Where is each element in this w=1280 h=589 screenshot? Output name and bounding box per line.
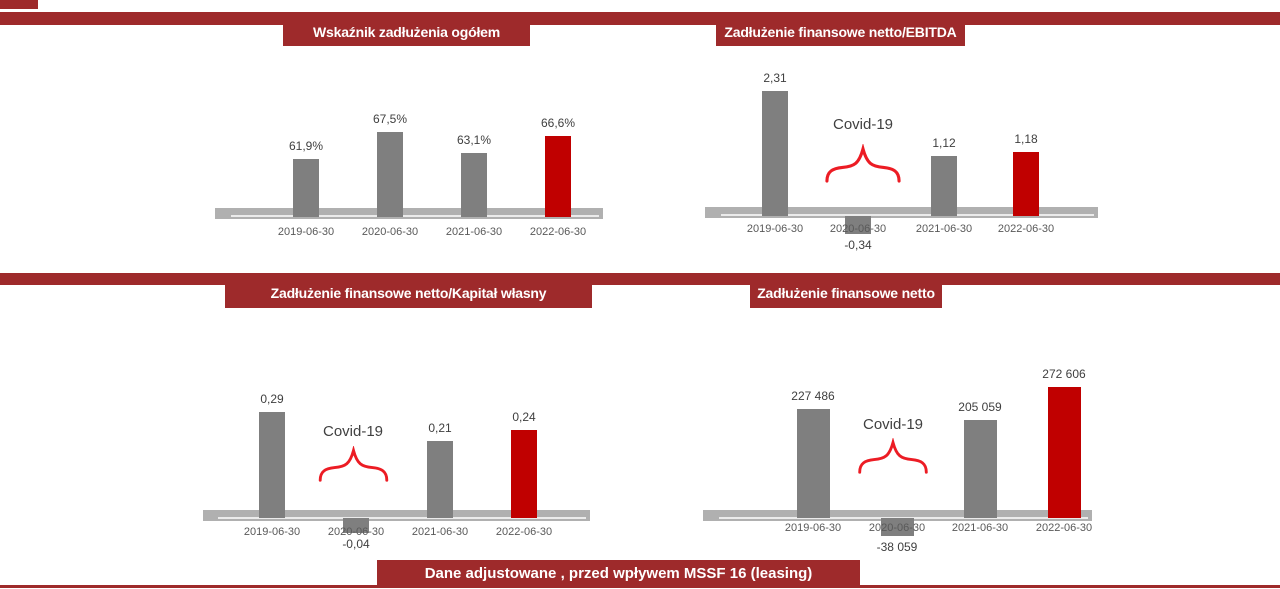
bar-2021-06-30 xyxy=(963,419,997,518)
x-axis-label: 2019-06-30 xyxy=(746,223,804,235)
x-axis-label: 2021-06-30 xyxy=(445,226,503,238)
x-axis-baseline xyxy=(705,207,1098,218)
bar-2021-06-30 xyxy=(427,441,453,518)
bar-2020-06-30 xyxy=(343,518,369,533)
x-axis-label: 2022-06-30 xyxy=(529,226,587,238)
chart-title-text: Wskaźnik zadłużenia ogółem xyxy=(313,23,500,40)
bar-2019-06-30 xyxy=(796,409,830,518)
bar-2021-06-30 xyxy=(461,153,487,217)
bar-2020-06-30 xyxy=(377,131,403,217)
chart-title-text: Zadłużenie finansowe netto/Kapitał własn… xyxy=(270,284,547,301)
bottom-red-line xyxy=(0,585,1280,588)
value-label: 61,9% xyxy=(288,139,324,154)
value-label: 1,12 xyxy=(932,135,956,150)
chart-zadluzenie-finansowe-netto: 227 486 2019-06-30 -38 059 2020-06-30 205 05… xyxy=(703,350,1100,565)
chart-title-zadluzenie-netto-kapital-wlasny: Zadłużenie finansowe netto/Kapitał własn… xyxy=(225,277,592,308)
chart-title-wskaznik-zadluzenia-ogolem: Wskaźnik zadłużenia ogółem xyxy=(283,17,530,46)
chart-zadluzenie-netto-kapital-wlasny: 0,29 2019-06-30 -0,04 2020-06-30 0,21 2021-06… xyxy=(203,350,593,565)
value-label: 2,31 xyxy=(763,71,787,86)
baseline-highlight-line xyxy=(720,214,1095,216)
covid-19-label: Covid-19 xyxy=(862,416,924,433)
x-axis-baseline xyxy=(203,510,590,521)
top-left-red-chip xyxy=(0,0,38,9)
chart-zadluzenie-netto-ebitda: 2,31 2019-06-30 -0,34 2020-06-30 1,12 2021-06… xyxy=(705,50,1100,260)
x-axis-label: 2020-06-30 xyxy=(829,223,887,235)
bar-2022-06-30 xyxy=(511,430,537,518)
chart-title-text: Zadłużenie finansowe netto/EBITDA xyxy=(724,23,957,40)
middle-red-band xyxy=(0,273,1280,285)
chart-title-zadluzenie-finansowe-netto: Zadłużenie finansowe netto xyxy=(750,277,942,308)
value-label: -0,04 xyxy=(342,536,370,551)
bar-2020-06-30 xyxy=(880,518,914,537)
baseline-highlight-line xyxy=(218,517,587,519)
chart-title-zadluzenie-netto-ebitda: Zadłużenie finansowe netto/EBITDA xyxy=(716,17,965,46)
x-axis-label: 2022-06-30 xyxy=(1035,522,1093,534)
x-axis-baseline xyxy=(215,208,603,219)
bar-2021-06-30 xyxy=(931,155,957,216)
x-axis-label: 2019-06-30 xyxy=(277,226,335,238)
footer-banner-text: Dane adjustowane , przed wpływem MSSF 16… xyxy=(424,564,813,582)
bar-2022-06-30 xyxy=(545,136,571,217)
x-axis-label: 2019-06-30 xyxy=(243,526,301,538)
covid-brace-icon xyxy=(823,142,903,188)
value-label: 0,21 xyxy=(428,421,452,436)
x-axis-label: 2020-06-30 xyxy=(361,226,419,238)
value-label: 63,1% xyxy=(456,133,492,148)
covid-brace-icon xyxy=(315,444,392,487)
value-label: 67,5% xyxy=(372,111,408,126)
value-label: 1,18 xyxy=(1014,132,1038,147)
bar-2019-06-30 xyxy=(293,159,319,217)
x-axis-label: 2022-06-30 xyxy=(495,526,553,538)
covid-19-label: Covid-19 xyxy=(322,423,384,440)
x-axis-label: 2021-06-30 xyxy=(411,526,469,538)
value-label: 0,24 xyxy=(512,410,536,425)
x-axis-label: 2021-06-30 xyxy=(915,223,973,235)
x-axis-label: 2020-06-30 xyxy=(327,526,385,538)
value-label: 66,6% xyxy=(540,116,576,131)
value-label: 205 059 xyxy=(958,399,1002,414)
footer-banner: Dane adjustowane , przed wpływem MSSF 16… xyxy=(377,560,860,586)
top-red-band xyxy=(0,12,1280,25)
bar-2019-06-30 xyxy=(259,411,285,518)
value-label: 272 606 xyxy=(1042,367,1086,382)
value-label: -0,34 xyxy=(844,238,872,253)
chart-wskaznik-zadluzenia-ogolem: 61,9% 2019-06-30 67,5% 2020-06-30 63,1% 2021-… xyxy=(215,50,605,255)
bar-2019-06-30 xyxy=(762,91,788,216)
value-label: 0,29 xyxy=(260,391,284,406)
x-axis-label: 2019-06-30 xyxy=(784,522,842,534)
x-axis-label: 2020-06-30 xyxy=(868,522,926,534)
chart-title-text: Zadłużenie finansowe netto xyxy=(757,284,935,301)
value-label: -38 059 xyxy=(876,540,918,555)
covid-brace-icon xyxy=(855,436,931,479)
x-axis-label: 2021-06-30 xyxy=(951,522,1009,534)
x-axis-label: 2022-06-30 xyxy=(997,223,1055,235)
covid-19-label: Covid-19 xyxy=(832,116,894,133)
bar-2022-06-30 xyxy=(1013,152,1039,216)
value-label: 227 486 xyxy=(791,389,835,404)
baseline-highlight-line xyxy=(230,215,600,217)
bar-2022-06-30 xyxy=(1047,387,1081,518)
bar-2020-06-30 xyxy=(845,216,871,235)
